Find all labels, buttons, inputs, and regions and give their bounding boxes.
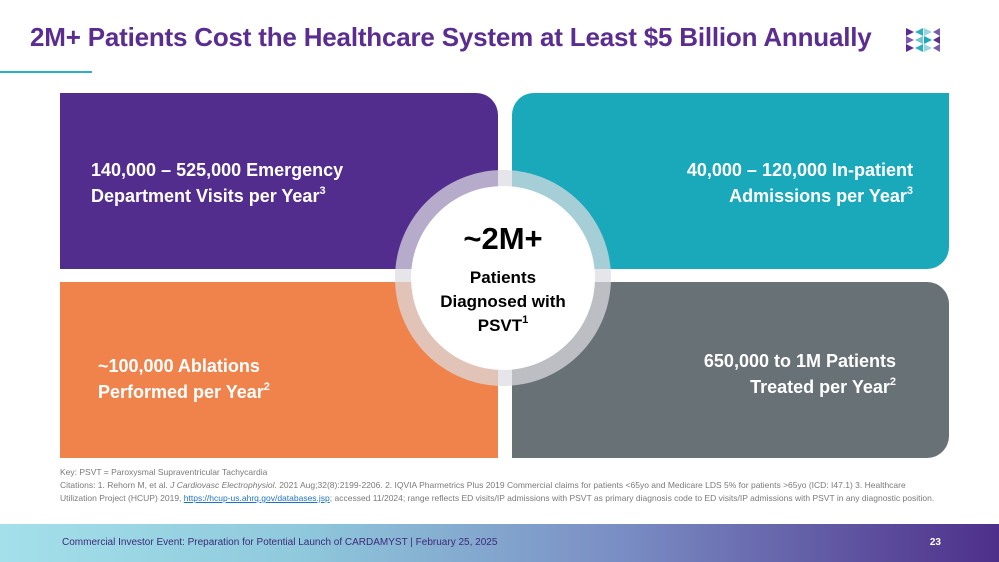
citations: Citations: 1. Rehorn M, et al. J Cardiov…	[60, 480, 935, 503]
center-headline: ~2M+	[463, 221, 543, 256]
footer-bar: Commercial Investor Event: Preparation f…	[0, 524, 999, 562]
page-number: 23	[929, 537, 941, 548]
quadrant-inpatient-text: 40,000 – 120,000 In-patient Admissions p…	[686, 160, 913, 206]
footer-text: Commercial Investor Event: Preparation f…	[62, 537, 498, 548]
key-note: Key: PSVT = Paroxysmal Supraventricular …	[60, 467, 268, 477]
center-subtext: Patients Diagnosed with PSVT1	[440, 268, 566, 335]
quadrant-ablations-text: ~100,000 Ablations Performed per Year2	[98, 356, 270, 402]
quadrant-ed-visits-text: 140,000 – 525,000 Emergency Department V…	[91, 160, 344, 206]
title-accent-line	[0, 71, 92, 73]
quadrant-ed-visits: 140,000 – 525,000 Emergency Department V…	[60, 93, 498, 269]
footnote-ref: 2	[263, 381, 270, 393]
footnote-ref: 2	[889, 376, 896, 388]
center-circle: ~2M+ Patients Diagnosed with PSVT1	[411, 186, 595, 370]
triangle-mosaic-logo-icon	[906, 28, 940, 52]
quadrant-inpatient-admissions: 40,000 – 120,000 In-patient Admissions p…	[512, 93, 949, 269]
hcup-link[interactable]: https://hcup-us.ahrq.gov/databases.jsp	[183, 493, 330, 503]
quadrant-treated-text: 650,000 to 1M Patients Treated per Year2	[703, 351, 896, 397]
footnote-ref: 3	[319, 185, 326, 197]
footnote-ref: 1	[522, 314, 529, 327]
footnotes: Key: PSVT = Paroxysmal Supraventricular …	[60, 466, 944, 505]
footnote-ref: 3	[906, 185, 913, 197]
slide-title: 2M+ Patients Cost the Healthcare System …	[30, 22, 872, 52]
